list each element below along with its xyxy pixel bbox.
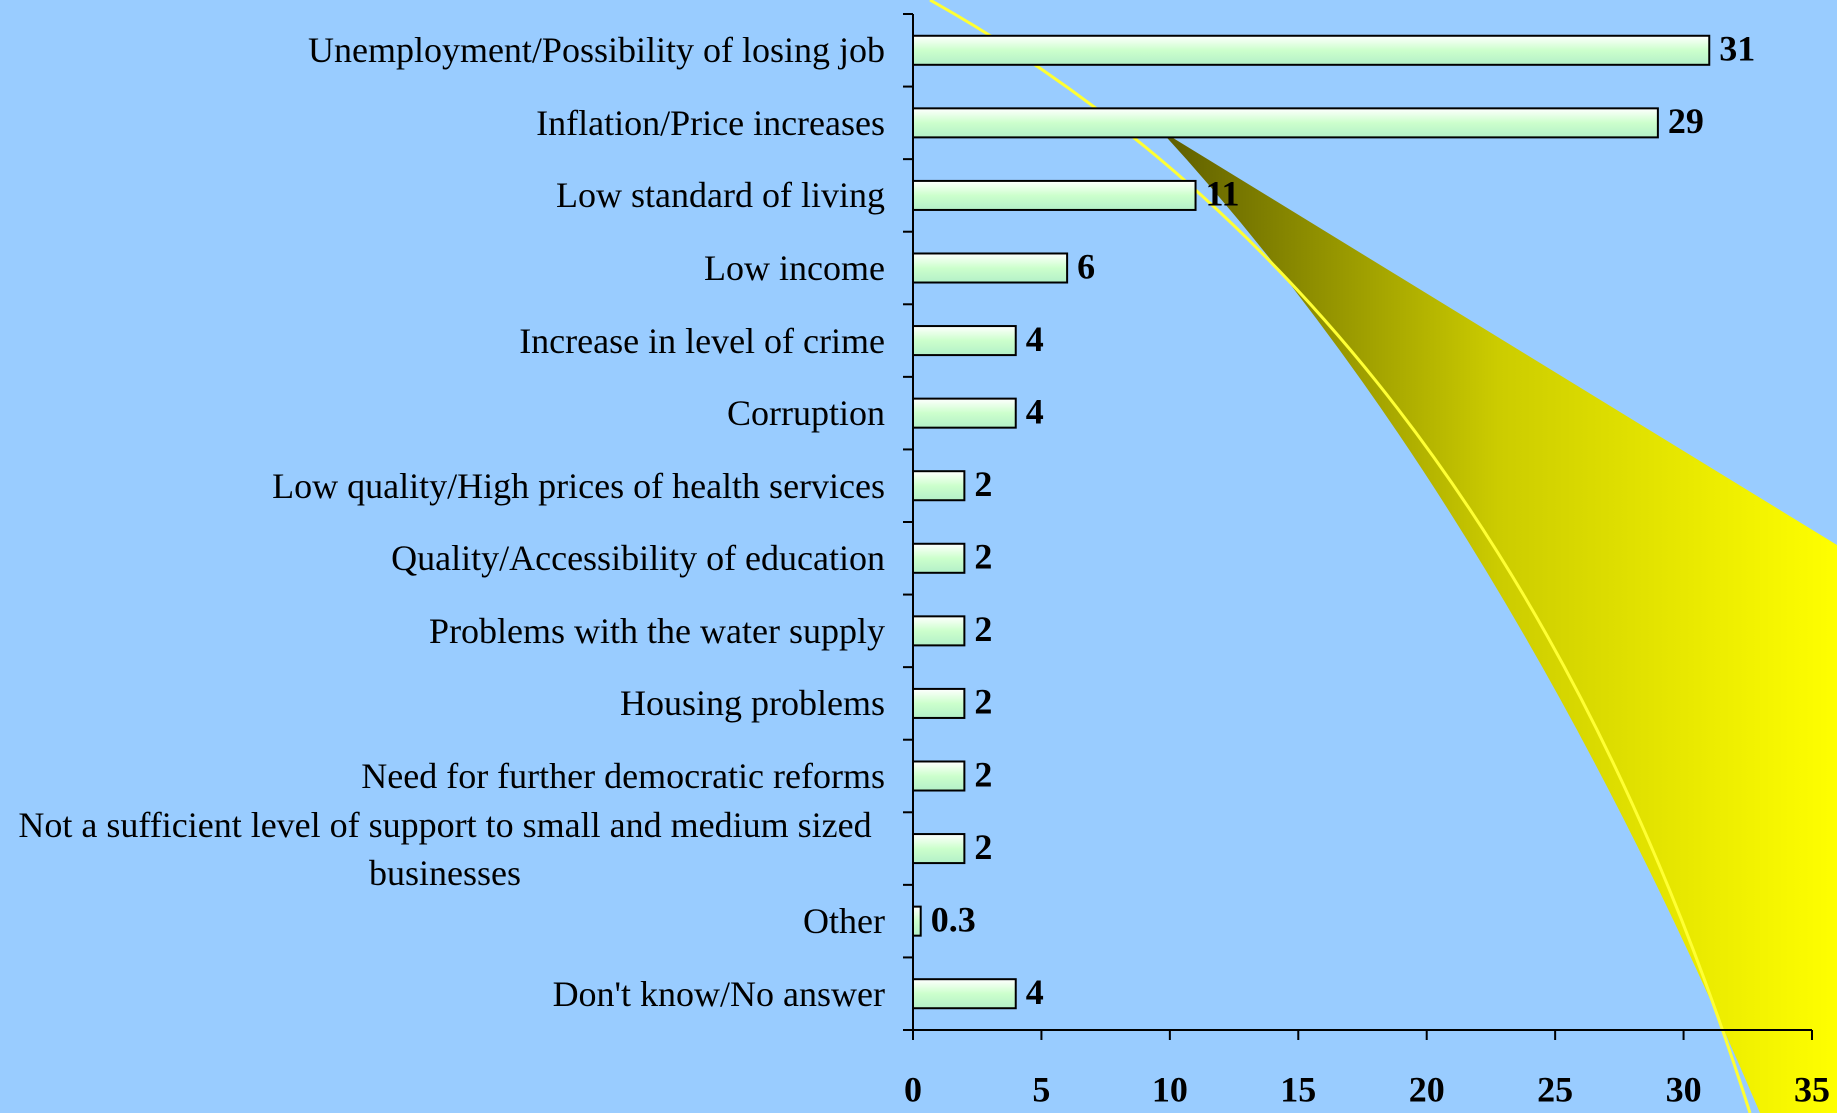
category-label-box: Low standard of living bbox=[0, 135, 885, 255]
value-label: 4 bbox=[1026, 319, 1044, 359]
category-label-box: Don't know/No answer bbox=[0, 934, 885, 1054]
bar bbox=[912, 833, 966, 865]
category-label-box: Low quality/High prices of health servic… bbox=[0, 426, 885, 546]
y-tick-label: Low income bbox=[704, 248, 885, 288]
value-label: 6 bbox=[1077, 246, 1095, 286]
value-label: 0.3 bbox=[931, 899, 976, 939]
value-label: 4 bbox=[1026, 391, 1044, 431]
y-tick-label: Other bbox=[803, 901, 885, 942]
y-tick-label: Low quality/High prices of health servic… bbox=[272, 465, 885, 506]
x-tick-label: 20 bbox=[1409, 1069, 1445, 1109]
category-label-box: Corruption bbox=[0, 353, 885, 473]
bar bbox=[912, 615, 966, 647]
value-label: 4 bbox=[1026, 972, 1044, 1012]
bar bbox=[912, 687, 966, 719]
x-tick-label: 35 bbox=[1794, 1069, 1830, 1109]
category-label-box: Problems with the water supply bbox=[0, 571, 885, 691]
value-label: 31 bbox=[1719, 29, 1755, 69]
category-label-box: Quality/Accessibility of education bbox=[0, 498, 885, 618]
bar bbox=[912, 760, 966, 792]
y-tick-label: Housing problems bbox=[620, 683, 885, 724]
value-label: 2 bbox=[974, 537, 992, 577]
bar bbox=[912, 34, 1711, 66]
y-tick-label: Low standard of living bbox=[556, 175, 885, 216]
bar bbox=[912, 470, 966, 502]
value-label: 29 bbox=[1668, 101, 1704, 141]
bar bbox=[912, 397, 1017, 429]
category-label-box: Unemployment/Possibility of losing job bbox=[0, 0, 885, 110]
value-label: 2 bbox=[974, 609, 992, 649]
y-tick-label: Not a sufficient level of support to sma… bbox=[18, 804, 872, 893]
y-tick-label: Don't know/No answer bbox=[552, 973, 885, 1014]
y-tick-label: Quality/Accessibility of education bbox=[391, 538, 885, 579]
category-label-box: Need for further democratic reforms bbox=[0, 716, 885, 836]
bar bbox=[912, 542, 966, 574]
category-label-box: Not a sufficient level of support to sma… bbox=[0, 789, 885, 909]
bar bbox=[912, 905, 922, 937]
category-label-box: Housing problems bbox=[0, 643, 885, 763]
value-label: 2 bbox=[974, 682, 992, 722]
x-tick-label: 10 bbox=[1152, 1069, 1188, 1109]
y-tick-label: Problems with the water supply bbox=[429, 610, 885, 651]
value-label: 2 bbox=[974, 827, 992, 867]
x-tick-label: 0 bbox=[904, 1069, 922, 1109]
category-label-box: Increase in level of crime bbox=[0, 281, 885, 401]
bar bbox=[912, 107, 1659, 139]
value-label: 11 bbox=[1206, 174, 1240, 214]
category-label-box: Inflation/Price increases bbox=[0, 63, 885, 183]
bar bbox=[912, 325, 1017, 357]
bar bbox=[912, 978, 1017, 1010]
decor-line bbox=[929, 0, 1752, 1113]
x-tick-label: 30 bbox=[1666, 1069, 1702, 1109]
value-label: 2 bbox=[974, 754, 992, 794]
y-tick-label: Need for further democratic reforms bbox=[361, 756, 885, 796]
y-tick-label: Inflation/Price increases bbox=[536, 102, 885, 143]
category-label-box: Low income bbox=[0, 208, 885, 328]
bar bbox=[912, 252, 1069, 284]
y-tick-label: Unemployment/Possibility of losing job bbox=[307, 30, 885, 71]
value-label: 2 bbox=[974, 464, 992, 504]
decor-swoosh bbox=[1160, 130, 1837, 1113]
x-tick-label: 15 bbox=[1280, 1069, 1316, 1109]
bar bbox=[912, 179, 1197, 211]
category-label-box: Other bbox=[0, 861, 885, 981]
x-tick-label: 25 bbox=[1537, 1069, 1573, 1109]
y-tick-label: Corruption bbox=[727, 393, 885, 434]
y-tick-label: Increase in level of crime bbox=[519, 320, 885, 361]
x-tick-label: 5 bbox=[1032, 1069, 1050, 1109]
